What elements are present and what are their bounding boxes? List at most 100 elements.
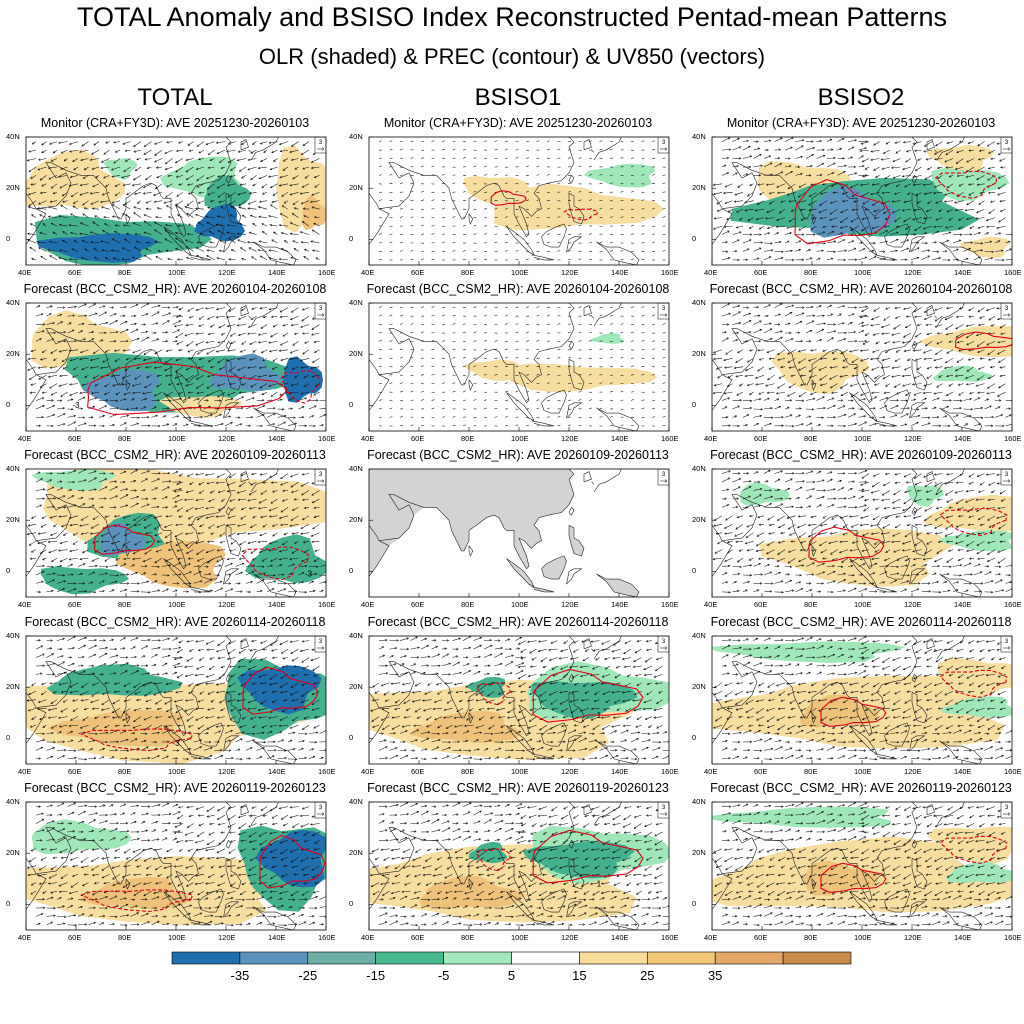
- y-tick-label: 20N: [349, 183, 363, 193]
- coastline: [506, 558, 535, 588]
- x-tick-label: 100E: [511, 434, 529, 443]
- x-tick-label: 60E: [411, 600, 425, 609]
- x-tick-label: 60E: [68, 600, 82, 609]
- olr-shading-mid-pos: [799, 694, 880, 728]
- map-panel-total-5: 3: [25, 801, 327, 931]
- land-mask: [541, 556, 567, 580]
- map-panel-total-1: 3: [25, 136, 327, 266]
- coastline: [223, 901, 240, 918]
- panel-title: Forecast (BCC_CSM2_HR): AVE 20260109-202…: [367, 448, 669, 462]
- y-tick-label: 0: [349, 566, 354, 576]
- coastline: [936, 469, 965, 493]
- x-tick-label: 40E: [704, 600, 718, 609]
- olr-shading-teal-neg: [204, 175, 252, 209]
- colorbar-label: 25: [640, 968, 654, 983]
- y-tick-label: 20N: [349, 349, 363, 359]
- reference-vector-box: 3: [1000, 802, 1012, 819]
- colorbar-label: -35: [231, 968, 250, 983]
- reference-vector-label: 3: [1005, 639, 1009, 645]
- y-tick-label: 0: [692, 899, 697, 909]
- coastline: [909, 568, 926, 585]
- contour-label: -3: [72, 401, 80, 410]
- coastline: [939, 906, 983, 930]
- coastline: [568, 340, 575, 350]
- coastline: [874, 753, 898, 760]
- olr-shading-teal-neg: [530, 680, 638, 719]
- column-title-bsiso1: BSISO1: [474, 84, 562, 111]
- x-tick-label: 40E: [18, 268, 32, 277]
- x-tick-label: 60E: [411, 434, 425, 443]
- coastline: [568, 692, 585, 724]
- x-tick-label: 160E: [318, 434, 336, 443]
- coastline: [936, 802, 965, 826]
- olr-shading-mid-neg: [100, 522, 147, 557]
- olr-shading-teal-neg: [46, 663, 183, 696]
- colorbar-label: -15: [366, 968, 385, 983]
- x-tick-label: 140E: [611, 600, 629, 609]
- x-tick-label: 40E: [704, 933, 718, 942]
- coastline: [250, 469, 279, 493]
- coastline: [939, 740, 983, 764]
- coastline: [188, 586, 212, 593]
- x-tick-label: 160E: [1004, 767, 1022, 776]
- reference-vector-box: 3: [1000, 469, 1012, 486]
- reference-vector-label: 3: [1005, 140, 1009, 146]
- coastline: [936, 303, 965, 327]
- panel-title: Forecast (BCC_CSM2_HR): AVE 20260119-202…: [367, 781, 669, 795]
- coastline: [811, 213, 817, 225]
- coastline: [468, 379, 474, 391]
- coastline: [566, 901, 583, 918]
- x-tick-label: 80E: [461, 600, 475, 609]
- coastline: [926, 804, 935, 816]
- x-tick-label: 40E: [18, 767, 32, 776]
- x-tick-label: 80E: [804, 933, 818, 942]
- olr-shading-light-neg: [31, 819, 132, 855]
- x-tick-label: 80E: [461, 933, 475, 942]
- x-tick-label: 140E: [611, 767, 629, 776]
- x-tick-label: 60E: [68, 434, 82, 443]
- wind-vectors: [712, 303, 1012, 428]
- coastline: [188, 919, 212, 926]
- coastline: [934, 315, 938, 319]
- coastline: [934, 149, 938, 153]
- precip-contour: [954, 331, 1012, 351]
- x-tick-label: 140E: [611, 268, 629, 277]
- reference-vector-box: 3: [657, 802, 669, 819]
- coastline: [35, 328, 72, 375]
- coastline: [593, 469, 622, 493]
- olr-shading-light-pos: [26, 149, 125, 209]
- x-tick-label: 120E: [561, 767, 579, 776]
- x-tick-label: 60E: [411, 933, 425, 942]
- x-tick-label: 100E: [168, 600, 186, 609]
- x-tick-label: 60E: [754, 268, 768, 277]
- precip-contour: [532, 668, 644, 723]
- y-tick-label: 20N: [349, 848, 363, 858]
- olr-shading-light-pos: [463, 176, 530, 204]
- coastline: [583, 471, 592, 483]
- olr-shading-light-neg: [938, 530, 1012, 552]
- x-tick-label: 160E: [1004, 434, 1022, 443]
- coastline: [596, 906, 640, 930]
- coastline: [253, 573, 297, 597]
- olr-shading-light-neg: [739, 482, 790, 506]
- figure-title: TOTAL Anomaly and BSISO Index Reconstruc…: [77, 2, 947, 32]
- olr-shading-mid-pos: [803, 860, 879, 896]
- y-tick-label: 40N: [6, 797, 20, 806]
- coastline: [909, 735, 926, 752]
- olr-shading-light-neg: [583, 163, 656, 188]
- x-tick-label: 160E: [1004, 600, 1022, 609]
- x-tick-label: 100E: [168, 767, 186, 776]
- x-tick-label: 40E: [18, 933, 32, 942]
- coastline: [884, 888, 910, 913]
- coastline: [50, 137, 232, 238]
- coastline: [596, 573, 640, 597]
- coastline: [163, 725, 192, 755]
- x-tick-label: 160E: [661, 933, 679, 942]
- y-tick-label: 20N: [349, 515, 363, 525]
- precip-contour: [93, 524, 156, 555]
- colorbar-swatch: [714, 951, 784, 965]
- olr-shading-mid-pos: [419, 876, 526, 909]
- coastline: [223, 402, 240, 419]
- wind-vectors: [370, 636, 669, 761]
- coastline: [240, 305, 249, 317]
